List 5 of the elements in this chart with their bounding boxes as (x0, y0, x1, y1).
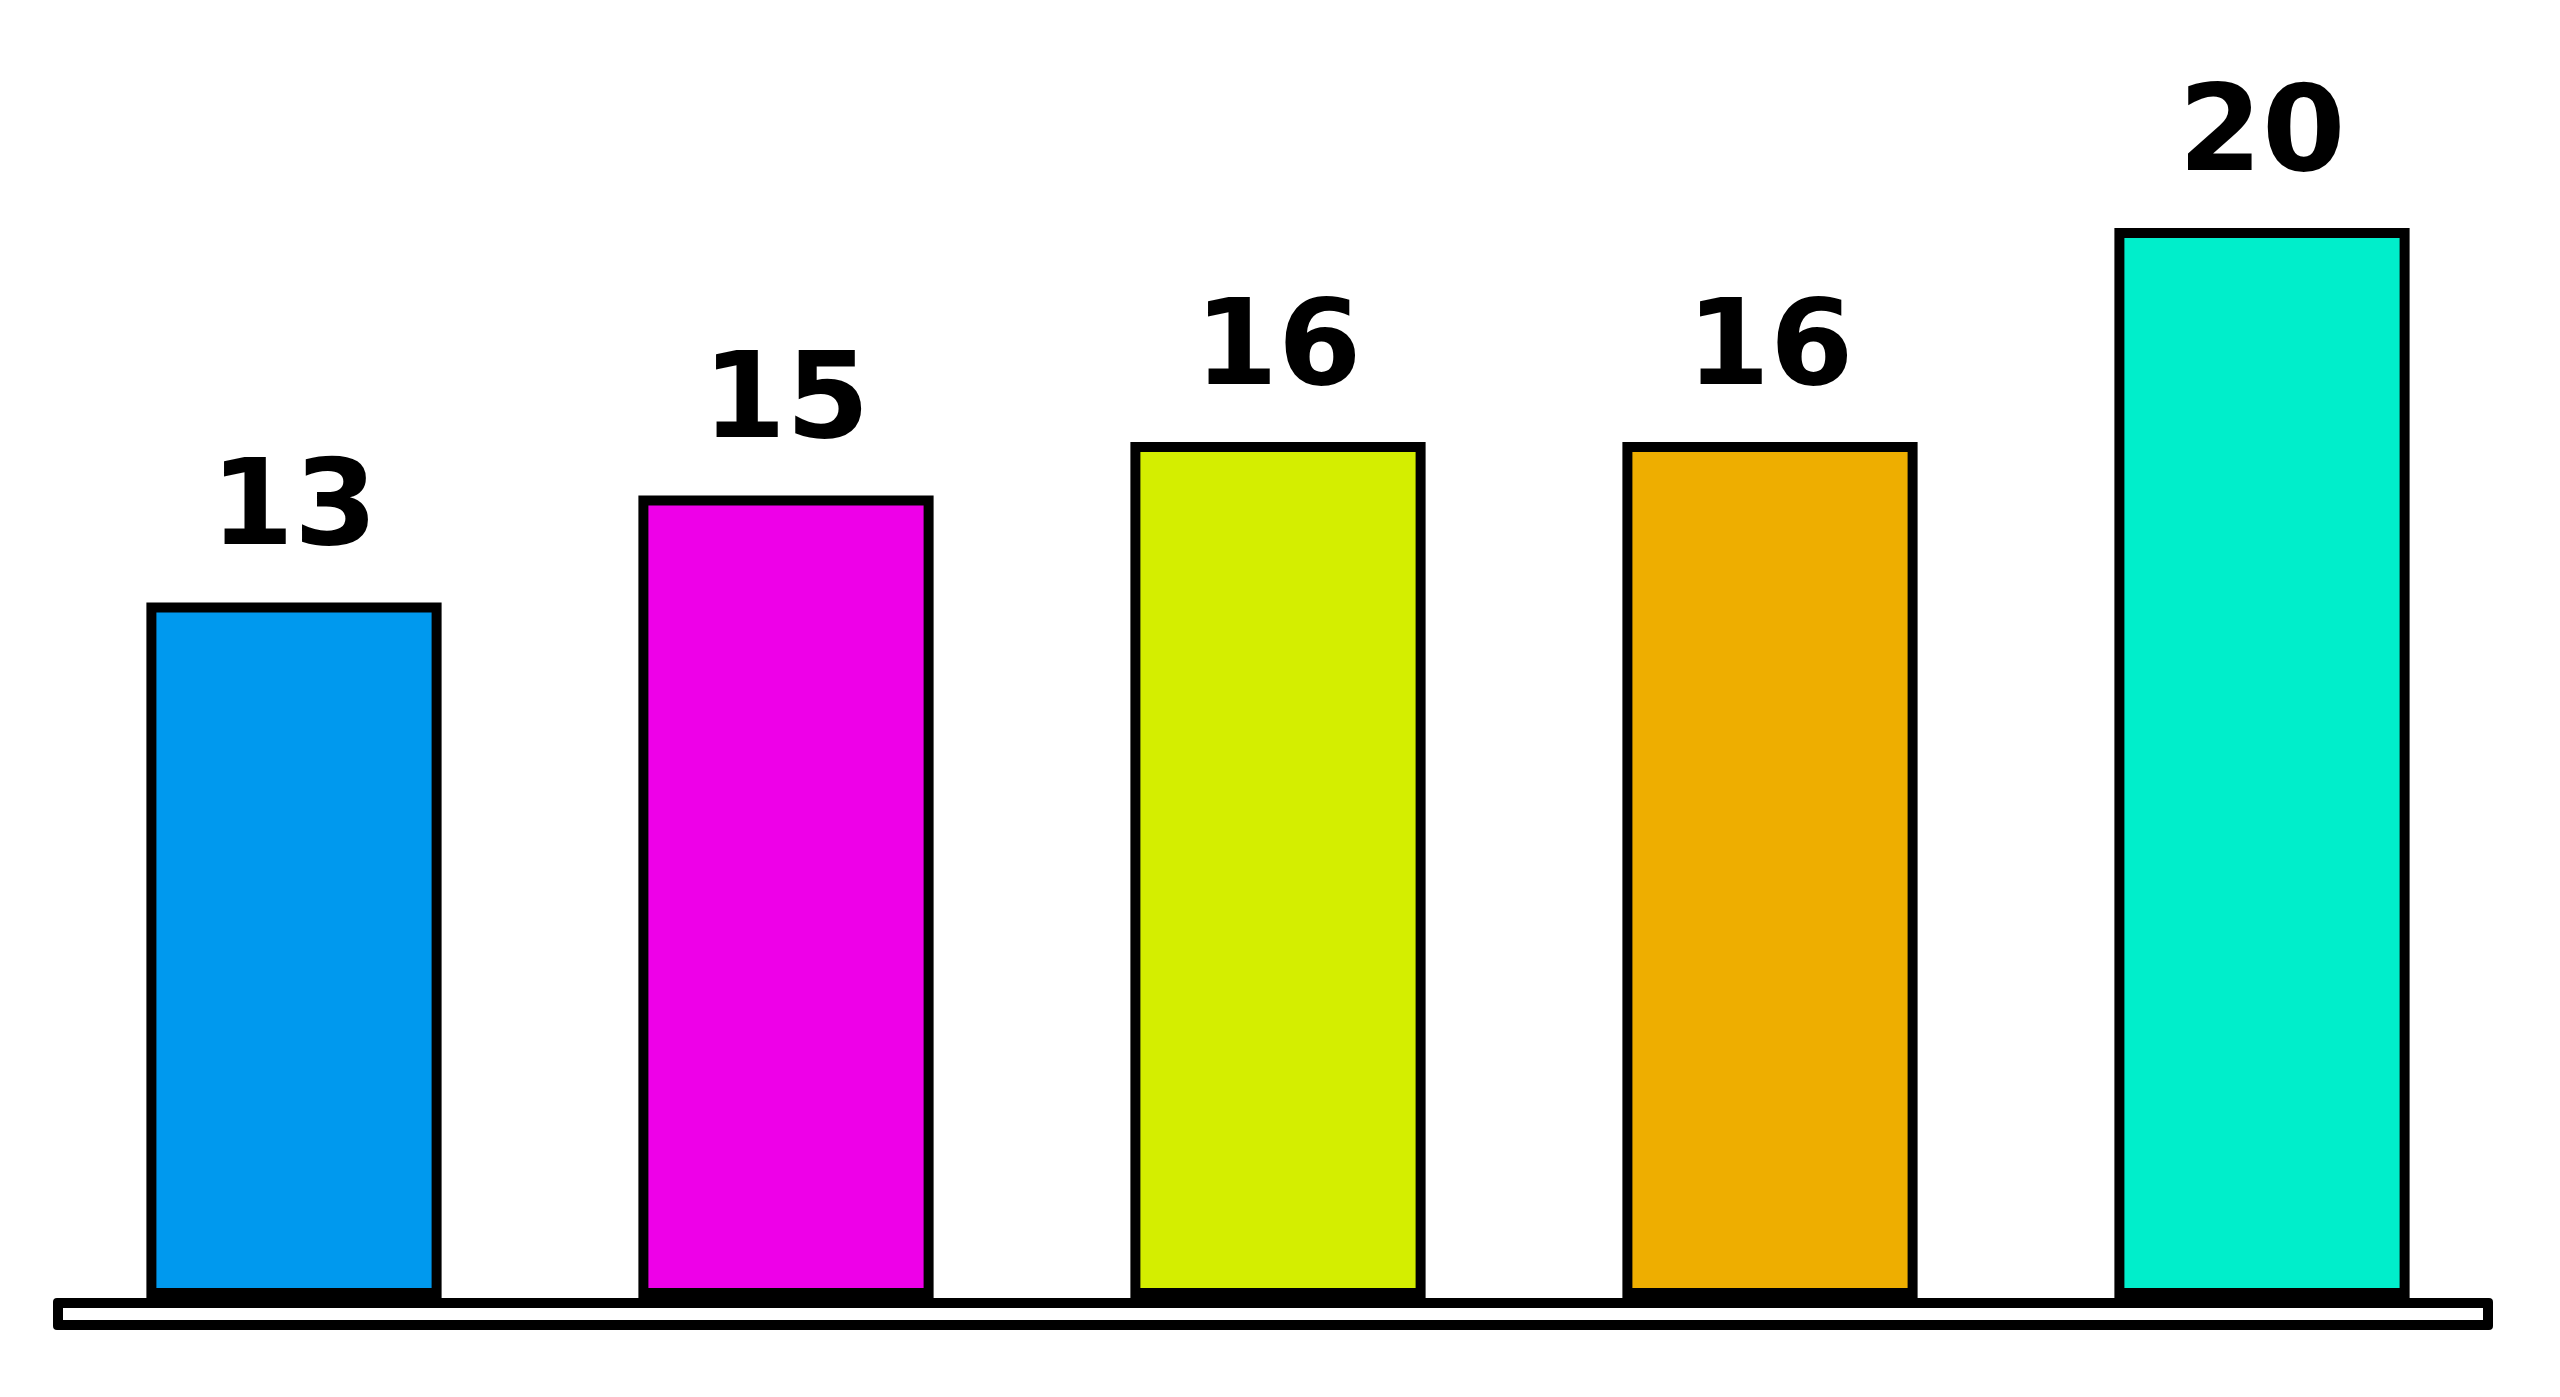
data-label: 16 (1194, 272, 1362, 412)
data-label: 16 (1686, 272, 1854, 412)
data-label: 20 (2178, 58, 2346, 198)
data-label: 13 (210, 433, 378, 572)
data-label: 15 (702, 326, 870, 465)
